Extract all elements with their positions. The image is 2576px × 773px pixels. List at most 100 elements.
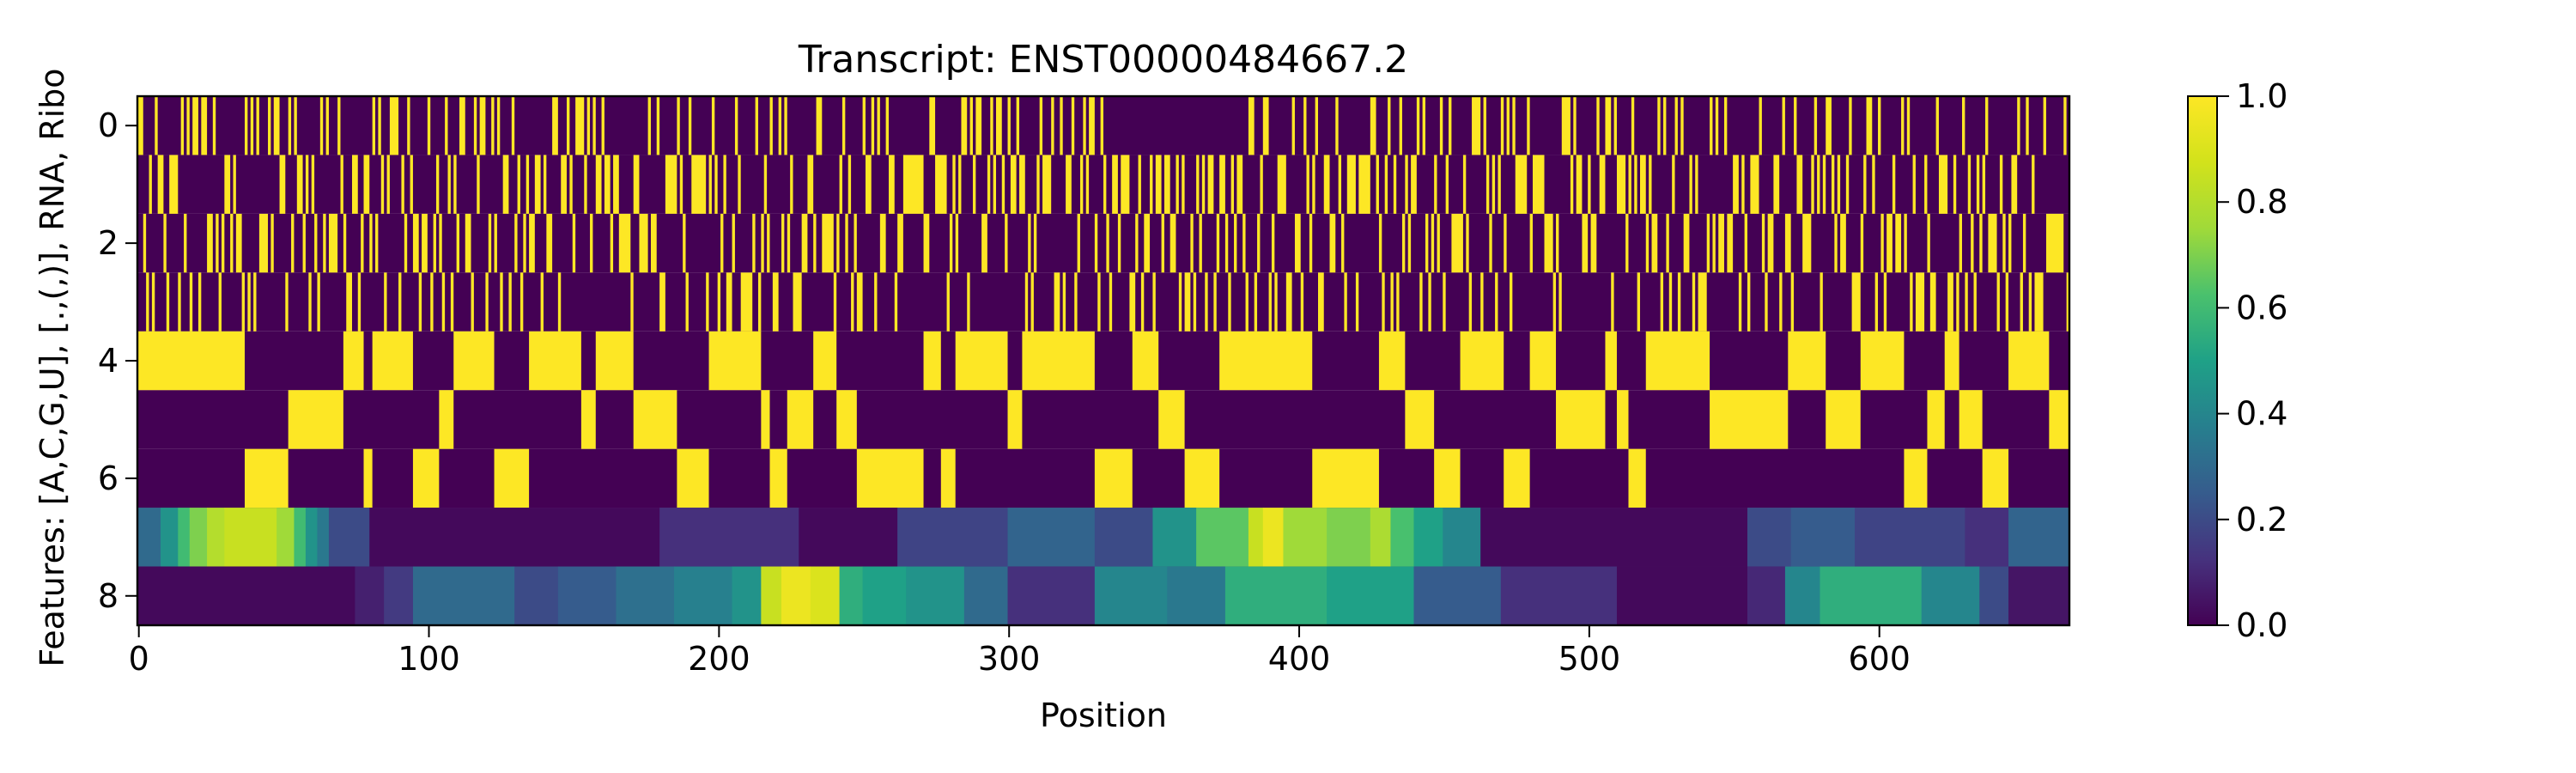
heatmap-cell (1407, 213, 1412, 273)
heatmap-cell (412, 566, 515, 625)
heatmap-cell (311, 155, 315, 214)
heatmap-cell (1431, 213, 1435, 273)
heatmap-cell (781, 566, 811, 625)
heatmap-cell (2022, 213, 2026, 273)
heatmap-cell (363, 448, 373, 508)
heatmap-cell (296, 155, 303, 214)
heatmap-cell (1271, 213, 1275, 273)
heatmap-cell (137, 508, 161, 567)
heatmap-cell (1616, 390, 1629, 449)
heatmap-cell (1007, 566, 1096, 625)
colorbar-tick-label: 1.0 (2236, 77, 2287, 115)
heatmap-cell (1460, 331, 1504, 391)
heatmap-cell (1335, 96, 1339, 155)
heatmap-cell (2002, 213, 2006, 273)
heatmap-cell (1480, 508, 1748, 567)
heatmap-cell (761, 390, 770, 449)
heatmap-cell (216, 213, 219, 273)
heatmap-cell (1596, 96, 1600, 155)
heatmap-cell (1384, 155, 1388, 214)
heatmap-cell (677, 96, 680, 155)
heatmap-cell (1927, 213, 1930, 273)
heatmap-cell (1007, 508, 1096, 567)
heatmap-cell (584, 155, 587, 214)
heatmap-cell (1039, 96, 1043, 155)
heatmap-cell (1680, 96, 1684, 155)
heatmap-cell (268, 96, 271, 155)
heatmap-cell (302, 213, 306, 273)
heatmap-cell (340, 155, 343, 214)
heatmap-cell (683, 213, 686, 273)
heatmap-cell (975, 96, 982, 155)
heatmap-cell (250, 96, 254, 155)
heatmap-cell (2045, 213, 2064, 273)
heatmap-cell (769, 96, 773, 155)
heatmap-cell (1443, 272, 1446, 332)
heatmap-cell (1744, 213, 1747, 273)
heatmap-cell (1765, 272, 1768, 332)
heatmap-cell (1077, 213, 1080, 273)
heatmap-cell (1129, 272, 1136, 332)
heatmap-cell (1712, 213, 1716, 273)
heatmap-cell (325, 96, 329, 155)
heatmap-cell (355, 566, 385, 625)
heatmap-cell (958, 155, 962, 214)
heatmap-cell (439, 213, 442, 273)
heatmap-cell (1573, 96, 1577, 155)
heatmap-cell (508, 272, 512, 332)
heatmap-cell (384, 272, 387, 332)
heatmap-cell (889, 155, 895, 214)
heatmap-cell (1051, 96, 1054, 155)
heatmap-cell (166, 272, 170, 332)
heatmap-cell (1219, 155, 1225, 214)
heatmap-cell (1007, 96, 1011, 155)
heatmap-cell (1062, 272, 1066, 332)
heatmap-cell (1733, 155, 1739, 214)
heatmap-cell (723, 155, 726, 214)
heatmap-cell (453, 331, 495, 391)
heatmap-cell (1855, 508, 1965, 567)
heatmap-cell (575, 96, 585, 155)
heatmap-cell (314, 213, 318, 273)
heatmap-cell (163, 213, 167, 273)
heatmap-cell (732, 566, 762, 625)
heatmap-cell (1689, 155, 1692, 214)
y-axis-label: Features: [A,C,G,U], [.,(,)], RNA, Ribo (33, 68, 71, 666)
heatmap-cell (1390, 508, 1414, 567)
heatmap-cell (1698, 272, 1707, 332)
heatmap-cell (233, 155, 236, 214)
heatmap-cell (987, 155, 991, 214)
chart-title: Transcript: ENST00000484667.2 (798, 38, 1408, 82)
heatmap-cell (841, 96, 846, 155)
heatmap-cell (1468, 272, 1473, 332)
heatmap-cell (445, 96, 448, 155)
heatmap-cell (851, 272, 854, 332)
heatmap-cell (1341, 213, 1345, 273)
heatmap-cell (540, 272, 544, 332)
heatmap-cell (410, 155, 413, 214)
x-tick-label: 500 (1558, 640, 1621, 678)
heatmap-cell (1066, 155, 1072, 214)
heatmap-cell (1790, 272, 1795, 332)
heatmap-cell (543, 155, 547, 214)
heatmap-cell (839, 155, 842, 214)
heatmap-cell (323, 213, 326, 273)
heatmap-cell (294, 96, 297, 155)
colorbar-tick-label: 0.8 (2236, 183, 2287, 221)
heatmap-cell (1085, 155, 1090, 214)
y-tick-label: 2 (98, 224, 118, 262)
heatmap-cell (1411, 155, 1417, 214)
heatmap-cell (1788, 331, 1826, 391)
heatmap-cell (534, 155, 541, 214)
heatmap-cell (845, 213, 848, 273)
y-tick-label: 4 (98, 342, 118, 380)
heatmap-cell (514, 566, 559, 625)
heatmap-cell (1962, 96, 1965, 155)
heatmap-cell (161, 508, 179, 567)
heatmap-cell (1561, 96, 1571, 155)
heatmap-cell (772, 272, 779, 332)
heatmap-cell (595, 331, 634, 391)
heatmap-cell (1672, 155, 1675, 214)
heatmap-cell (1657, 96, 1661, 155)
